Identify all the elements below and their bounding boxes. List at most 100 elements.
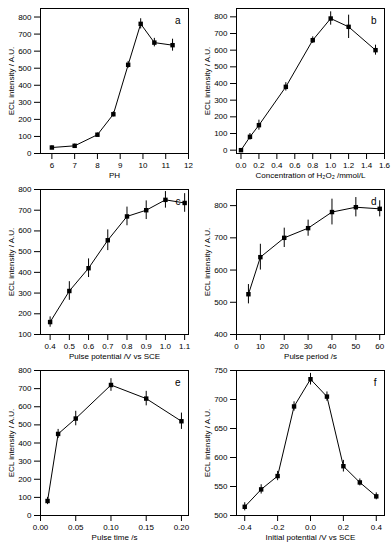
- svg-text:0.4: 0.4: [271, 161, 283, 170]
- svg-text:700: 700: [214, 233, 228, 242]
- svg-text:300: 300: [18, 98, 32, 107]
- svg-text:30: 30: [304, 342, 313, 351]
- svg-text:500: 500: [214, 511, 228, 520]
- svg-text:0.15: 0.15: [138, 523, 154, 532]
- svg-text:600: 600: [18, 402, 32, 411]
- svg-text:9: 9: [118, 161, 123, 170]
- svg-text:-0.2: -0.2: [271, 523, 285, 532]
- svg-text:0.2: 0.2: [338, 523, 350, 532]
- svg-text:1.4: 1.4: [361, 161, 373, 170]
- svg-text:0.5: 0.5: [64, 342, 76, 351]
- svg-text:700: 700: [214, 29, 228, 38]
- svg-text:0.9: 0.9: [141, 342, 153, 351]
- svg-text:0: 0: [27, 149, 32, 158]
- svg-text:800: 800: [214, 201, 228, 210]
- svg-text:0.4: 0.4: [371, 523, 383, 532]
- svg-text:ECL intensity / A.U.: ECL intensity / A.U.: [203, 228, 212, 297]
- svg-text:500: 500: [214, 62, 228, 71]
- svg-text:100: 100: [18, 132, 32, 141]
- svg-text:500: 500: [18, 64, 32, 73]
- svg-text:1.0: 1.0: [160, 342, 172, 351]
- svg-text:6: 6: [50, 161, 55, 170]
- svg-text:800: 800: [18, 366, 32, 375]
- svg-text:600: 600: [214, 266, 228, 275]
- svg-text:40: 40: [328, 342, 337, 351]
- svg-text:1.0: 1.0: [325, 161, 337, 170]
- svg-text:0.05: 0.05: [68, 523, 84, 532]
- svg-text:d: d: [371, 196, 377, 207]
- svg-text:0.6: 0.6: [289, 161, 301, 170]
- svg-text:11: 11: [162, 161, 171, 170]
- svg-text:800: 800: [18, 13, 32, 22]
- svg-text:500: 500: [18, 420, 32, 429]
- svg-text:ECL intensity / A.U.: ECL intensity / A.U.: [7, 47, 16, 116]
- svg-text:20: 20: [280, 342, 289, 351]
- svg-text:Pulse period /s: Pulse period /s: [284, 352, 337, 361]
- svg-text:0: 0: [234, 342, 239, 351]
- svg-text:0.20: 0.20: [174, 523, 190, 532]
- svg-text:10: 10: [256, 342, 265, 351]
- svg-text:200: 200: [214, 112, 228, 121]
- svg-text:0.2: 0.2: [253, 161, 265, 170]
- svg-text:1.1: 1.1: [179, 342, 191, 351]
- svg-text:0: 0: [27, 511, 32, 520]
- svg-text:ECL intensity / A.U.: ECL intensity / A.U.: [203, 47, 212, 116]
- svg-text:700: 700: [214, 395, 228, 404]
- svg-text:800: 800: [18, 185, 32, 194]
- svg-text:ECL intensity / A.U.: ECL intensity / A.U.: [203, 409, 212, 478]
- svg-text:0.00: 0.00: [33, 523, 49, 532]
- svg-text:e: e: [175, 377, 181, 388]
- svg-text:300: 300: [214, 96, 228, 105]
- svg-text:800: 800: [214, 12, 228, 21]
- svg-text:700: 700: [18, 384, 32, 393]
- svg-text:50: 50: [351, 342, 360, 351]
- svg-text:0.8: 0.8: [307, 161, 319, 170]
- svg-text:200: 200: [18, 115, 32, 124]
- svg-text:Pulse potential /V vs SCE: Pulse potential /V vs SCE: [69, 352, 160, 361]
- svg-text:600: 600: [214, 46, 228, 55]
- svg-text:500: 500: [18, 247, 32, 256]
- svg-text:a: a: [175, 15, 181, 26]
- svg-text:550: 550: [214, 482, 228, 491]
- svg-text:8: 8: [95, 161, 100, 170]
- svg-text:ECL intensity / A.U.: ECL intensity / A.U.: [7, 228, 16, 297]
- svg-text:Pulse time /s: Pulse time /s: [92, 533, 138, 542]
- svg-text:Initial potential /V vs SCE: Initial potential /V vs SCE: [266, 533, 356, 542]
- svg-text:400: 400: [18, 268, 32, 277]
- svg-text:10: 10: [139, 161, 148, 170]
- svg-text:100: 100: [214, 129, 228, 138]
- svg-text:1.2: 1.2: [343, 161, 355, 170]
- svg-text:-0.4: -0.4: [238, 523, 252, 532]
- svg-text:PH: PH: [109, 171, 120, 180]
- svg-text:1.6: 1.6: [379, 161, 391, 170]
- svg-text:b: b: [371, 15, 377, 26]
- svg-text:0.4: 0.4: [45, 342, 57, 351]
- svg-text:f: f: [374, 377, 377, 388]
- svg-text:200: 200: [18, 309, 32, 318]
- svg-text:7: 7: [72, 161, 77, 170]
- svg-text:750: 750: [214, 366, 228, 375]
- svg-text:100: 100: [18, 330, 32, 339]
- svg-text:200: 200: [18, 475, 32, 484]
- svg-text:0.6: 0.6: [83, 342, 95, 351]
- svg-text:400: 400: [214, 330, 228, 339]
- svg-text:300: 300: [18, 457, 32, 466]
- svg-text:0: 0: [223, 146, 228, 155]
- svg-text:0.7: 0.7: [102, 342, 114, 351]
- svg-text:600: 600: [18, 47, 32, 56]
- svg-text:100: 100: [18, 493, 32, 502]
- svg-text:500: 500: [214, 298, 228, 307]
- svg-text:60: 60: [375, 342, 384, 351]
- svg-text:400: 400: [18, 81, 32, 90]
- svg-text:0.0: 0.0: [305, 523, 317, 532]
- svg-text:400: 400: [214, 79, 228, 88]
- svg-text:650: 650: [214, 424, 228, 433]
- svg-text:0.0: 0.0: [235, 161, 247, 170]
- svg-text:c: c: [176, 196, 181, 207]
- svg-text:300: 300: [18, 289, 32, 298]
- svg-text:600: 600: [214, 453, 228, 462]
- svg-text:700: 700: [18, 206, 32, 215]
- svg-text:0.10: 0.10: [103, 523, 119, 532]
- svg-text:600: 600: [18, 226, 32, 235]
- svg-text:400: 400: [18, 439, 32, 448]
